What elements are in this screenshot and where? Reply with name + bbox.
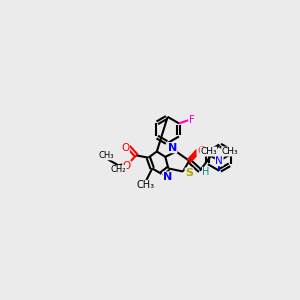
Text: CH₂: CH₂ <box>111 166 126 175</box>
Text: CH₃: CH₃ <box>98 151 114 160</box>
Text: F: F <box>189 115 195 125</box>
Text: N: N <box>215 156 223 166</box>
Text: CH₃: CH₃ <box>200 147 217 156</box>
Text: O: O <box>121 143 129 153</box>
Text: H: H <box>202 167 210 177</box>
Text: CH₃: CH₃ <box>137 180 155 190</box>
Text: N: N <box>163 172 172 182</box>
Text: N: N <box>168 143 177 153</box>
Text: CH₃: CH₃ <box>222 147 238 156</box>
Text: O: O <box>197 146 206 156</box>
Text: O: O <box>123 161 131 171</box>
Text: S: S <box>185 168 193 178</box>
